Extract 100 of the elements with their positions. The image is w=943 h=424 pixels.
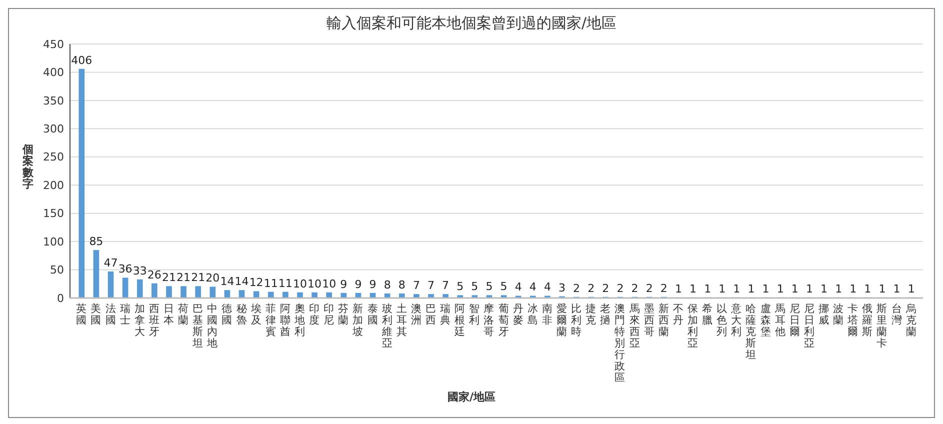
data-label: 7 bbox=[412, 279, 420, 292]
data-label: 7 bbox=[427, 279, 434, 292]
data-label: 8 bbox=[384, 278, 391, 292]
data-label: 1 bbox=[835, 282, 842, 296]
data-label: 1 bbox=[908, 282, 915, 296]
x-tick-label: 奧地利 bbox=[293, 303, 306, 338]
data-label: 3 bbox=[558, 281, 566, 294]
data-label: 1 bbox=[850, 282, 857, 296]
x-tick-label: 尼日利亞 bbox=[804, 303, 815, 350]
x-tick-label: 丹麥 bbox=[512, 303, 524, 326]
x-tick-label: 保加利亞 bbox=[688, 303, 699, 350]
x-tick-label: 荷蘭 bbox=[178, 302, 190, 326]
data-label: 2 bbox=[616, 282, 624, 295]
data-label: 5 bbox=[486, 280, 493, 294]
x-tick-label: 馬耳他 bbox=[774, 303, 786, 338]
x-tick-label: 阿根廷 bbox=[454, 303, 466, 338]
x-tick-label: 南非 bbox=[542, 302, 553, 326]
x-tick-label: 哈薩克斯坦 bbox=[744, 303, 757, 361]
x-tick-label: 尼日爾 bbox=[789, 303, 800, 338]
x-tick-label: 玻利維亞 bbox=[380, 302, 393, 350]
x-tick-label: 美國 bbox=[90, 302, 102, 326]
x-tick-label: 老撾 bbox=[600, 302, 612, 326]
x-tick-label: 盧森堡 bbox=[760, 302, 772, 338]
y-tick-label: 50 bbox=[50, 264, 64, 277]
x-tick-label: 卡塔爾 bbox=[846, 302, 859, 338]
data-label: 11 bbox=[278, 276, 292, 290]
x-tick-label: 印度 bbox=[309, 302, 320, 326]
y-tick-label: 100 bbox=[43, 235, 64, 248]
data-label: 85 bbox=[89, 235, 104, 248]
data-label: 1 bbox=[762, 282, 770, 296]
x-tick-label: 菲律賓 bbox=[265, 302, 276, 338]
data-label: 9 bbox=[369, 278, 376, 291]
x-axis-title: 國家/地區 bbox=[447, 390, 496, 404]
x-tick-label: 巴西 bbox=[425, 303, 436, 326]
data-label: 36 bbox=[118, 262, 132, 276]
data-label: 9 bbox=[354, 278, 362, 291]
data-label: 1 bbox=[806, 282, 813, 296]
data-label: 1 bbox=[864, 282, 872, 296]
data-label: 14 bbox=[220, 275, 234, 288]
data-label: 1 bbox=[820, 282, 828, 296]
data-label: 10 bbox=[322, 277, 336, 290]
data-label: 20 bbox=[206, 272, 220, 285]
x-tick-label: 阿聯酋 bbox=[280, 303, 291, 338]
y-tick-label: 200 bbox=[43, 178, 64, 192]
data-label: 10 bbox=[292, 277, 307, 290]
x-tick-label: 秘魯 bbox=[236, 303, 248, 326]
x-tick-label: 瑞士 bbox=[120, 302, 131, 326]
data-label: 5 bbox=[500, 280, 508, 294]
x-tick-label: 日本 bbox=[163, 303, 174, 326]
chart-title: 輸入個案和可能本地個案曾到過的國家/地區 bbox=[326, 14, 617, 32]
x-tick-label: 芬蘭 bbox=[338, 302, 350, 326]
y-tick-label: 0 bbox=[57, 292, 64, 305]
data-label: 5 bbox=[456, 280, 464, 294]
data-label: 7 bbox=[442, 279, 450, 292]
data-label: 1 bbox=[776, 282, 784, 296]
data-label: 2 bbox=[660, 282, 668, 295]
data-label: 2 bbox=[588, 282, 595, 295]
data-label: 47 bbox=[104, 256, 118, 270]
data-label: 1 bbox=[690, 282, 697, 296]
x-tick-label: 加拿大 bbox=[134, 302, 146, 338]
y-tick-label: 150 bbox=[43, 207, 64, 220]
data-label: 26 bbox=[147, 268, 162, 282]
data-label: 4 bbox=[514, 280, 522, 294]
data-label: 1 bbox=[704, 282, 712, 296]
y-axis-title: 個案數字 bbox=[22, 143, 34, 190]
x-tick-label: 德國 bbox=[222, 303, 233, 326]
x-tick-label: 挪威 bbox=[818, 303, 830, 326]
x-tick-label: 墨西哥 bbox=[644, 303, 655, 338]
y-tick-label: 400 bbox=[43, 66, 64, 80]
x-tick-label: 西班牙 bbox=[148, 303, 160, 338]
x-tick-label: 英國 bbox=[76, 302, 88, 326]
x-tick-label: 馬來西亞 bbox=[628, 303, 640, 350]
y-tick-label: 300 bbox=[43, 122, 64, 136]
x-tick-label: 波蘭 bbox=[833, 302, 844, 326]
data-label: 1 bbox=[893, 282, 900, 296]
data-label: 12 bbox=[249, 276, 264, 290]
data-label: 21 bbox=[162, 271, 176, 284]
x-tick-label: 葡萄牙 bbox=[498, 302, 510, 338]
data-label: 4 bbox=[529, 280, 536, 294]
data-label: 2 bbox=[646, 282, 653, 295]
x-tick-label: 台灣 bbox=[891, 302, 902, 326]
data-label: 1 bbox=[748, 282, 755, 296]
data-label: 1 bbox=[718, 282, 726, 296]
x-tick-label: 冰島 bbox=[527, 302, 538, 326]
data-label: 2 bbox=[602, 282, 610, 295]
data-label: 21 bbox=[176, 271, 191, 284]
data-label: 10 bbox=[308, 277, 322, 290]
x-tick-label: 澳門特別行政區 bbox=[614, 303, 626, 384]
y-tick-label: 350 bbox=[43, 94, 64, 108]
x-tick-label: 摩洛哥 bbox=[484, 302, 495, 338]
x-tick-label: 埃及 bbox=[250, 302, 262, 326]
x-tick-label: 土耳其 bbox=[396, 302, 408, 338]
x-tick-label: 斯里蘭卡 bbox=[876, 302, 888, 350]
x-tick-label: 法國 bbox=[105, 302, 116, 326]
data-label: 8 bbox=[398, 278, 406, 292]
x-tick-label: 意大利 bbox=[730, 302, 742, 338]
data-label: 1 bbox=[674, 282, 682, 296]
x-tick-label: 希臘 bbox=[702, 302, 714, 326]
x-tick-label: 巴基斯坦 bbox=[192, 303, 204, 350]
data-label: 9 bbox=[340, 278, 348, 291]
